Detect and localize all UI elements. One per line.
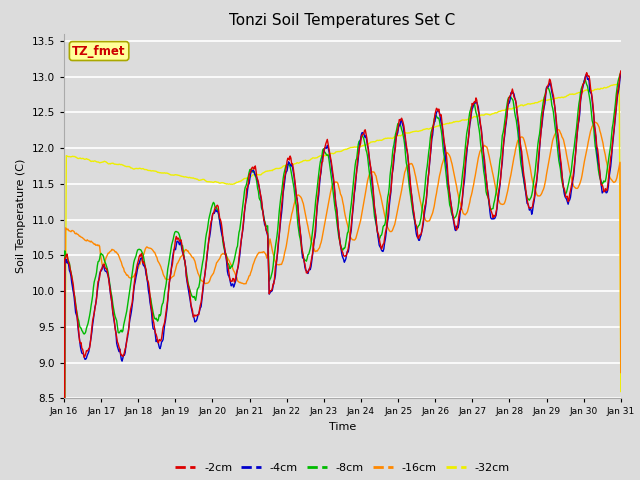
Text: TZ_fmet: TZ_fmet [72, 45, 126, 58]
Title: Tonzi Soil Temperatures Set C: Tonzi Soil Temperatures Set C [229, 13, 456, 28]
X-axis label: Time: Time [329, 422, 356, 432]
Y-axis label: Soil Temperature (C): Soil Temperature (C) [16, 159, 26, 273]
Legend: -2cm, -4cm, -8cm, -16cm, -32cm: -2cm, -4cm, -8cm, -16cm, -32cm [171, 459, 514, 478]
